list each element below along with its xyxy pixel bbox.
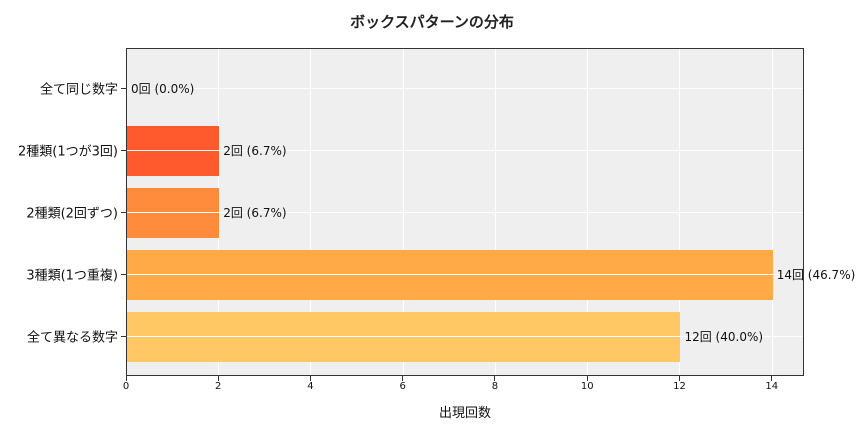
bar-value-label: 2回 (6.7%) (223, 206, 287, 220)
bar (127, 312, 681, 362)
x-tick-label: 0 (122, 381, 130, 392)
y-grid-line (127, 88, 803, 89)
plot-area: 0回 (0.0%) 2回 (6.7%) 2回 (6.7%) 14回 (46.7%) 12… (126, 48, 855, 376)
bar-value-label: 0回 (0.0%) (131, 82, 195, 96)
bar-value-label: 14回 (46.7%) (776, 268, 856, 282)
y-tick (121, 212, 126, 213)
y-tick (121, 150, 126, 151)
bar (127, 250, 773, 300)
x-axis-label: 出現回数 (438, 406, 491, 421)
x-tick-label: 6 (399, 381, 406, 392)
y-tick-label: 2種類(2回ずつ) (26, 206, 118, 222)
x-tick (217, 376, 219, 381)
x-tick (494, 376, 496, 381)
x-tick (586, 376, 588, 381)
chart-title: ボックスパターンの分布 (350, 13, 514, 31)
y-grid-line (127, 274, 803, 275)
x-tick (125, 376, 127, 381)
y-tick (121, 274, 126, 275)
y-tick-label: 2種類(1つが3回) (18, 144, 118, 160)
y-tick (121, 88, 126, 89)
x-tick (771, 376, 773, 381)
y-tick-label: 全て同じ数字 (39, 82, 118, 98)
bar-value-label: 12回 (40.0%) (684, 330, 764, 344)
x-tick (309, 376, 311, 381)
y-tick-label: 3種類(1つ重複) (26, 268, 118, 284)
x-tick (678, 376, 680, 381)
x-tick-label: 2 (215, 381, 222, 392)
y-tick (121, 336, 126, 337)
y-grid-line (127, 150, 803, 151)
bar (127, 188, 220, 238)
x-tick-label: 14 (765, 381, 779, 392)
bar-value-label: 2回 (6.7%) (223, 144, 287, 158)
x-tick-label: 10 (580, 381, 594, 392)
x-tick (402, 376, 404, 381)
x-tick-label: 4 (307, 381, 314, 392)
y-tick-label: 全て異なる数字 (26, 330, 118, 346)
x-tick-label: 12 (673, 381, 686, 392)
bar (127, 126, 220, 176)
y-grid-line (127, 336, 803, 337)
x-tick-label: 8 (491, 381, 499, 392)
y-grid-line (127, 212, 803, 213)
